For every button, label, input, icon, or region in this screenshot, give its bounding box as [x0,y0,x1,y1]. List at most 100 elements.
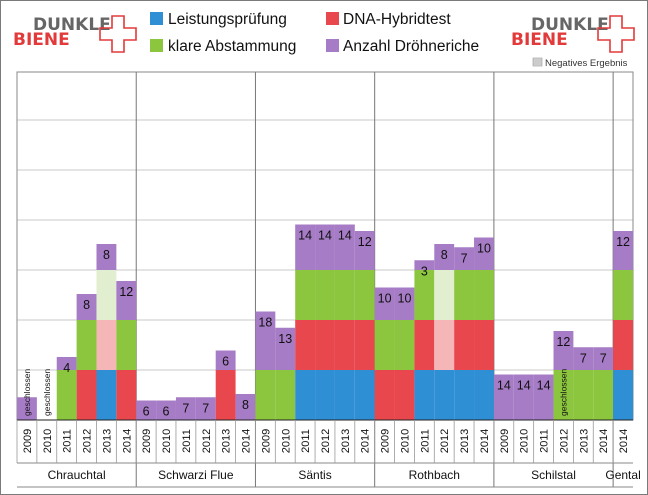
year-label: 2012 [439,429,451,453]
bar-segment-drohnen [454,247,475,270]
bar-segment-drohnen [613,231,633,270]
drone-count-label: 18 [258,316,272,330]
drone-count-label: 7 [580,351,587,365]
bar-segment-drohnen [374,287,395,320]
drone-count-label: 14 [298,229,312,243]
drone-count-label: 12 [556,335,570,349]
bar-segment-drohnen [76,294,97,320]
bar-segment-dna [295,320,316,370]
year-label: 2009 [22,429,34,453]
bar-segment-abstammung [354,270,375,320]
year-label: 2011 [300,429,312,453]
drone-count-label: 7 [182,401,189,415]
bar-segment-leistung [414,370,435,420]
bar-segment-dna [76,370,97,420]
bar-segment-drohnen [275,327,296,370]
bar-segment-drohnen [295,224,316,270]
bar-segment-dna [215,370,236,420]
bar-segment-abstammung_neg [96,270,117,320]
bar-segment-dna [394,370,415,420]
drone-count-label: 14 [517,379,531,393]
bar-segment-dna [334,320,355,370]
bar-segment-abstammung [315,270,335,320]
bar-segment-abstammung [255,370,276,420]
drone-count-label: 14 [338,229,352,243]
logo-right-line2: BIENE [511,30,568,50]
legend-swatch [326,39,339,52]
legend-label: Leistungsprüfung [168,11,287,28]
legend: Leistungsprüfung DNA-Hybridtest klare Ab… [150,11,628,69]
group-label: Schwarzi Flue [158,468,234,482]
drone-count-label: 12 [616,235,630,249]
drone-count-label: 10 [378,292,392,306]
bar-segment-abstammung [454,270,475,320]
drone-count-label: 8 [242,398,249,412]
year-label: 2010 [399,429,411,453]
group-label: Schilstal [531,468,576,482]
bar-segment-drohnen [255,311,276,370]
drone-count-label: 14 [318,229,332,243]
bar-segment-drohnen [136,400,157,420]
swiss-cross-icon [99,15,137,53]
legend-label: Anzahl Dröhneriche [343,38,479,55]
year-label: 2011 [419,429,431,453]
closed-note: geschlossen [42,368,52,416]
bar-segment-abstammung [474,270,494,320]
bar-segment-dna_neg [96,320,117,370]
bar-segment-dna [474,320,494,370]
bar-segment-dna [354,320,375,370]
bar-segment-dna [374,370,395,420]
drone-count-label: 6 [163,405,170,419]
bar-segment-drohnen [334,224,355,270]
year-label: 2013 [459,429,471,453]
year-label: 2009 [499,429,511,453]
bar-segment-abstammung [613,270,633,320]
bar-segment-leistung [295,370,316,420]
logo-left-line1: DUNKLE [33,15,111,35]
year-label: 2011 [539,429,551,453]
bar-segment-dna [315,320,335,370]
bar-segment-abstammung [414,270,435,320]
year-label: 2014 [618,429,630,453]
bar-segment-drohnen [474,237,494,270]
bar-segment-abstammung [394,320,415,370]
year-label: 2013 [578,429,590,453]
bar-segment-dna_neg [434,320,455,370]
bar-segment-drohnen [17,397,37,420]
bar-segment-abstammung [76,320,97,370]
bar-segment-abstammung [374,320,395,370]
group-label: Chrauchtal [48,468,106,482]
bar-segment-leistung [354,370,375,420]
bar-segment-drohnen [573,347,594,370]
legend-label: DNA-Hybridtest [343,11,451,28]
group-label: Säntis [298,468,331,482]
legend-item-negative: Negatives Ergebnis [532,57,628,69]
year-label: 2009 [380,429,392,453]
year-label: 2014 [121,429,133,453]
year-label: 2011 [181,429,193,453]
closed-note: geschlossen [22,368,32,416]
bar-segment-drohnen [434,244,455,270]
bar-segment-dna [613,320,633,370]
bar-segment-drohnen [593,347,614,370]
logo-right-line1: DUNKLE [531,15,609,35]
year-label: 2011 [62,429,74,453]
legend-swatch [150,12,163,25]
bar-segment-abstammung [116,320,137,370]
bar-segment-leistung [454,370,475,420]
bar-segment-leistung [474,370,494,420]
closed-note: geschlossen [558,368,568,416]
legend-swatch [150,39,163,52]
bar-segment-drohnen [354,231,375,270]
year-label: 2010 [161,429,173,453]
bar-segment-leistung [96,370,117,420]
drone-count-label: 7 [600,351,607,365]
bar-segment-abstammung_neg [434,270,455,320]
bar-segment-drohnen [175,397,196,420]
year-label: 2012 [558,429,570,453]
bar-segment-abstammung [56,370,77,420]
bar-segment-leistung [334,370,355,420]
drone-count-label: 8 [83,298,90,312]
drone-count-label: 14 [497,379,511,393]
